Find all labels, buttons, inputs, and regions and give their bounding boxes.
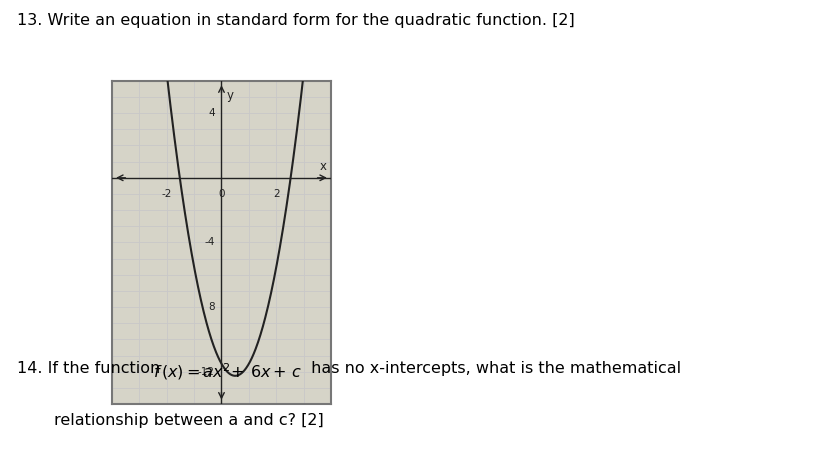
Text: relationship between a and c? [2]: relationship between a and c? [2] (54, 413, 323, 428)
Text: -4: -4 (204, 238, 214, 247)
Text: has no x-intercepts, what is the mathematical: has no x-intercepts, what is the mathema… (306, 361, 681, 376)
Text: y: y (226, 89, 233, 102)
Text: $f\,(x) =ax^2\!+\, 6x+\, c$: $f\,(x) =ax^2\!+\, 6x+\, c$ (153, 361, 303, 382)
Text: 0: 0 (218, 189, 224, 199)
Text: 2: 2 (273, 189, 280, 199)
Text: 14. If the function: 14. If the function (17, 361, 165, 376)
Text: -2: -2 (161, 189, 172, 199)
Text: 4: 4 (208, 108, 214, 118)
Text: 8: 8 (208, 302, 214, 312)
Text: 13. Write an equation in standard form for the quadratic function. [2]: 13. Write an equation in standard form f… (17, 13, 574, 28)
Text: -12: -12 (198, 367, 214, 377)
Text: x: x (320, 160, 327, 173)
